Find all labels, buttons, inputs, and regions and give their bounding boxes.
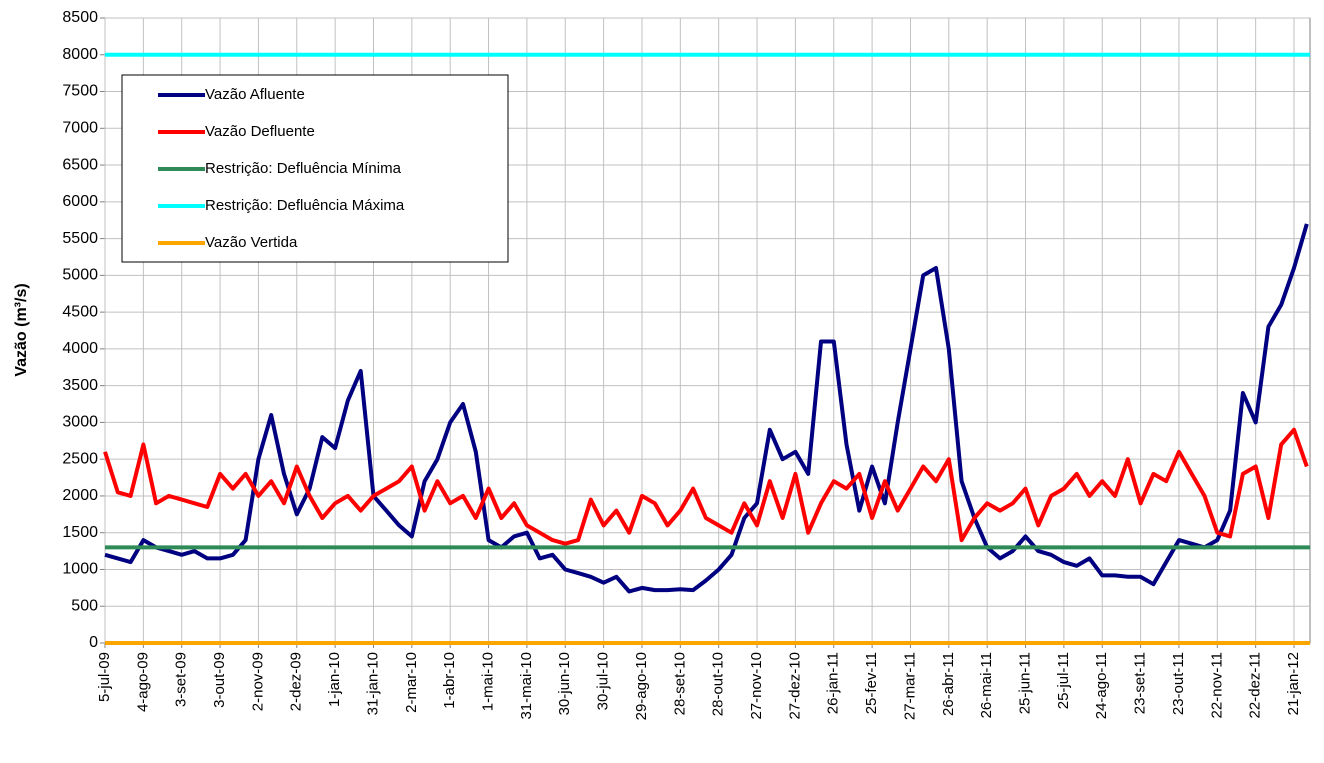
x-tick-label: 3-set-09 (173, 652, 190, 707)
x-tick-label: 27-dez-10 (786, 652, 803, 720)
x-tick-label: 3-out-09 (211, 652, 228, 708)
y-tick-label: 0 (89, 634, 98, 651)
x-tick-label: 27-nov-10 (748, 652, 765, 720)
y-tick-label: 8000 (62, 46, 98, 63)
x-tick-label: 24-ago-11 (1093, 652, 1110, 719)
y-tick-label: 7000 (62, 120, 98, 137)
legend-label: Vazão Defluente (205, 123, 315, 140)
x-tick-label: 2-nov-09 (249, 652, 266, 711)
x-tick-label: 25-fev-11 (863, 652, 880, 714)
x-tick-label: 4-ago-09 (134, 652, 151, 712)
legend-label: Vazão Afluente (205, 86, 305, 103)
data-line (103, 427, 1309, 546)
x-tick-label: 26-mai-11 (978, 652, 995, 718)
x-tick-label: 30-jun-10 (556, 652, 573, 715)
x-tick-label: 31-jan-10 (364, 652, 381, 715)
y-tick-label: 6500 (62, 156, 98, 173)
x-tick-label: 25-jul-11 (1055, 652, 1072, 709)
y-tick-label: 4500 (62, 303, 98, 320)
x-tick-label: 22-nov-11 (1208, 652, 1225, 718)
y-tick-label: 4000 (62, 340, 98, 357)
y-tick-label: 1500 (62, 524, 98, 541)
x-tick-label: 28-set-10 (671, 652, 688, 715)
legend-label: Vazão Vertida (205, 234, 298, 251)
data-line (104, 223, 1309, 594)
x-tick-label: 28-out-10 (710, 652, 727, 716)
y-tick-label: 7500 (62, 83, 98, 100)
x-tick-label: 27-mar-11 (901, 652, 918, 720)
y-tick-label: 5500 (62, 230, 98, 247)
y-tick-label: 2500 (62, 450, 98, 467)
x-tick-label: 2-dez-09 (288, 652, 305, 711)
x-tick-label: 2-mar-10 (403, 652, 420, 713)
y-tick-label: 6000 (62, 193, 98, 210)
y-tick-label: 5000 (62, 267, 98, 284)
y-axis-label: Vazão (m³/s) (13, 283, 30, 376)
x-tick-label: 25-jun-11 (1016, 652, 1033, 714)
x-tick-label: 1-mai-10 (480, 652, 497, 711)
x-tick-label: 21-jan-12 (1285, 652, 1302, 715)
x-tick-label: 23-out-11 (1170, 652, 1187, 715)
x-tick-label: 31-mai-10 (518, 652, 535, 720)
x-tick-label: 5-jul-09 (96, 652, 113, 702)
x-tick-label: 23-set-11 (1132, 652, 1149, 714)
x-tick-label: 26-jan-11 (825, 652, 842, 714)
y-tick-label: 3500 (62, 377, 98, 394)
legend-label: Restrição: Defluência Máxima (205, 197, 405, 214)
x-tick-label: 1-abr-10 (441, 652, 458, 709)
x-tick-label: 22-dez-11 (1247, 652, 1264, 718)
y-tick-label: 500 (71, 597, 98, 614)
x-tick-label: 30-jul-10 (595, 652, 612, 710)
y-tick-label: 2000 (62, 487, 98, 504)
y-tick-label: 8500 (62, 9, 98, 26)
x-tick-label: 1-jan-10 (326, 652, 343, 707)
legend-label: Restrição: Defluência Mínima (205, 160, 402, 177)
x-tick-label: 29-ago-10 (633, 652, 650, 720)
y-tick-label: 1000 (62, 561, 98, 578)
y-tick-label: 3000 (62, 414, 98, 431)
x-tick-label: 26-abr-11 (940, 652, 957, 716)
